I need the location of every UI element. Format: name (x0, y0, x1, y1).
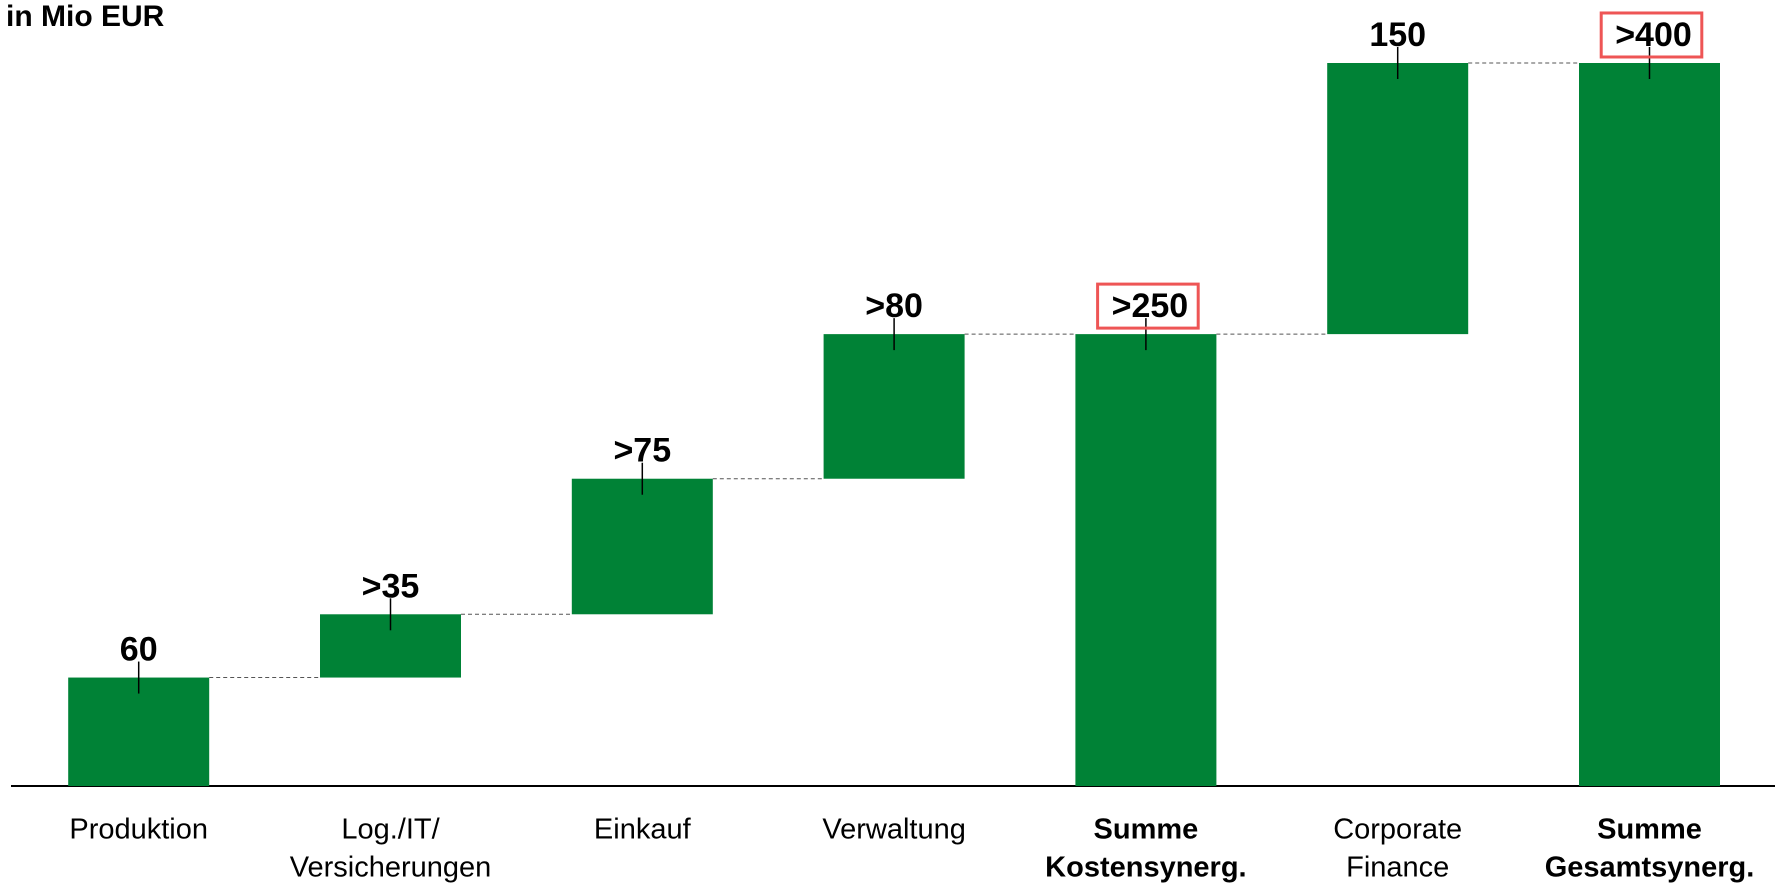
bar (823, 334, 965, 479)
chart-subtitle: in Mio EUR (6, 0, 165, 33)
highlight-box (1096, 282, 1200, 330)
x-tick-label: Einkauf (594, 814, 692, 846)
highlight-box (1599, 11, 1704, 59)
x-tick-label: Summe (1094, 814, 1199, 846)
value-label: 60 (120, 631, 158, 669)
value-label: >80 (865, 287, 923, 325)
value-label: >400 (1615, 16, 1692, 54)
bar (571, 478, 713, 615)
x-tick-label: Verwaltung (822, 814, 966, 846)
bar (68, 677, 210, 786)
x-tick-label: Corporate (1333, 814, 1462, 846)
value-label: >250 (1112, 287, 1189, 325)
x-tick-label: Versicherungen (290, 852, 492, 884)
bar (1579, 63, 1720, 786)
bar (1327, 63, 1469, 335)
x-tick-label: Produktion (69, 814, 208, 846)
x-tick-label: Finance (1346, 852, 1449, 884)
x-tick-label: Kostensynerg. (1045, 852, 1246, 884)
value-label: >75 (613, 432, 671, 470)
bar (1075, 334, 1217, 786)
x-tick-label: Gesamtsynerg. (1545, 852, 1755, 884)
x-tick-label: Log./IT/ (341, 814, 440, 846)
value-label: 150 (1369, 16, 1426, 54)
value-label: >35 (362, 567, 420, 605)
x-tick-label: Summe (1597, 814, 1702, 846)
